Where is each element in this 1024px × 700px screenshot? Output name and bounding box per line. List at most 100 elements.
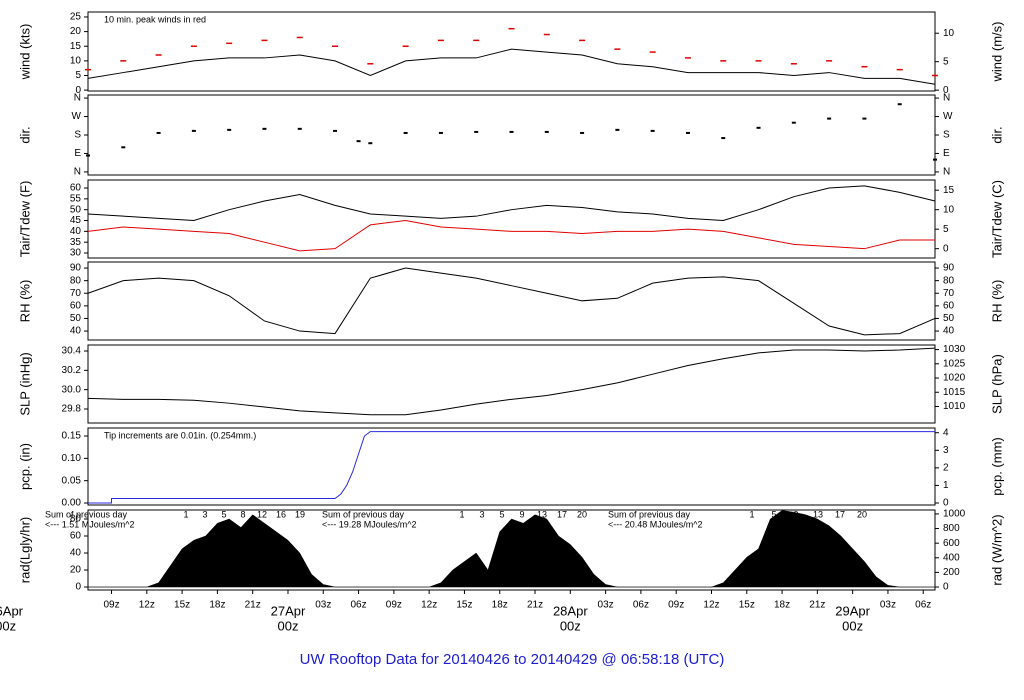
y2-tick-label: N <box>943 93 950 104</box>
y2-tick-label: W <box>943 111 953 122</box>
rad-note: <--- 20.48 MJoules/m^2 <box>608 519 703 529</box>
y-tick-label: W <box>72 111 82 122</box>
point <box>685 131 690 134</box>
x-tick-label: 18z <box>492 600 508 611</box>
y-axis-label: RH (%) <box>17 280 32 323</box>
local-hour: 13 <box>537 509 547 519</box>
y-tick-label: 0.10 <box>62 453 82 464</box>
y2-tick-label: 1010 <box>943 401 966 412</box>
point <box>756 126 761 129</box>
y-tick-label: 10 <box>70 56 82 67</box>
local-hour: 16 <box>276 509 286 519</box>
annotation: Tip increments are 0.01in. (0.254mm.) <box>104 430 256 440</box>
y-tick-label: 45 <box>70 215 82 226</box>
y-tick-label: S <box>74 130 81 141</box>
y-tick-label: 20 <box>70 26 82 37</box>
line <box>88 431 935 504</box>
y2-tick-label: 1 <box>943 480 949 491</box>
y2-tick-label: 4 <box>943 427 949 438</box>
y2-axis-label: wind (m/s) <box>989 22 1004 83</box>
x-tick-label: 00z <box>842 618 863 633</box>
y2-tick-label: N <box>943 167 950 178</box>
line <box>87 220 935 252</box>
y-tick-label: 60 <box>70 300 82 311</box>
x-tick-label: 21z <box>245 600 261 611</box>
y-axis-label: rad(Lgly/hr) <box>17 517 32 583</box>
line <box>87 347 936 416</box>
point <box>262 127 267 130</box>
y-tick-label: 15 <box>70 41 82 52</box>
point <box>544 130 549 133</box>
point <box>827 117 832 120</box>
y-tick-label: 0 <box>75 85 81 96</box>
panel-frame <box>87 11 936 92</box>
local-hour: 1 <box>459 509 464 519</box>
y-tick-label: 30.4 <box>62 346 82 357</box>
y-axis-label: wind (kts) <box>17 24 32 81</box>
y2-tick-label: 1030 <box>943 344 966 355</box>
y2-tick-label: 1000 <box>943 509 966 520</box>
local-hour: 12 <box>257 509 267 519</box>
point <box>615 128 620 131</box>
x-tick-label: 15z <box>739 600 755 611</box>
point <box>933 158 937 161</box>
point <box>368 142 373 145</box>
x-tick-label: 03z <box>598 600 614 611</box>
y2-tick-label: 10 <box>943 28 955 39</box>
x-tick-label: 15z <box>174 600 190 611</box>
y2-axis-label: dir. <box>989 126 1004 143</box>
y-tick-label: 5 <box>75 70 81 81</box>
y-tick-label: 35 <box>70 237 82 248</box>
y-tick-label: 70 <box>70 288 82 299</box>
y2-tick-label: E <box>943 148 950 159</box>
point <box>86 154 90 157</box>
y2-tick-label: 400 <box>943 552 960 563</box>
day-label: 28Apr <box>553 603 588 618</box>
local-hour: 5 <box>499 509 504 519</box>
y-tick-label: 0 <box>75 582 81 593</box>
local-hour: 9 <box>793 509 798 519</box>
y2-tick-label: 80 <box>943 275 955 286</box>
annotation: 10 min. peak winds in red <box>104 14 206 24</box>
y2-tick-label: 2 <box>943 463 949 474</box>
local-hour: 20 <box>857 509 867 519</box>
point <box>862 117 867 120</box>
y-axis-label: SLP (inHg) <box>17 352 32 415</box>
y-tick-label: 40 <box>70 548 82 559</box>
line <box>87 267 936 336</box>
y2-tick-label: 40 <box>943 326 955 337</box>
x-tick-label: 12z <box>421 600 437 611</box>
line <box>87 185 936 222</box>
y-tick-label: 50 <box>70 204 82 215</box>
panel-frame <box>87 427 936 506</box>
x-tick-label: 03z <box>880 600 896 611</box>
y-tick-label: 90 <box>70 263 82 274</box>
x-tick-label: 00z <box>278 618 299 633</box>
point <box>509 130 514 133</box>
y2-tick-label: 200 <box>943 567 960 578</box>
panel-frame <box>87 94 936 176</box>
x-tick-label: 00z <box>560 618 581 633</box>
y-tick-label: 0.15 <box>62 431 82 442</box>
rad-note: Sum of previous day <box>608 509 691 519</box>
y2-tick-label: 50 <box>943 313 955 324</box>
y2-tick-label: 0 <box>943 243 949 254</box>
x-tick-label: 03z <box>315 600 331 611</box>
y2-tick-label: 1025 <box>943 358 966 369</box>
x-tick-label: 09z <box>386 600 402 611</box>
rad-note: <--- 19.28 MJoules/m^2 <box>322 519 417 529</box>
local-hour: 17 <box>835 509 845 519</box>
local-hour: 13 <box>813 509 823 519</box>
point <box>650 129 655 132</box>
y-tick-label: 60 <box>70 183 82 194</box>
y-tick-label: 0.00 <box>62 498 82 509</box>
y2-tick-label: 0 <box>943 582 949 593</box>
y2-axis-label: pcp. (mm) <box>989 437 1004 496</box>
point <box>897 103 902 106</box>
day-label: 26Apr <box>0 603 24 618</box>
area <box>88 510 935 588</box>
point <box>121 146 126 149</box>
local-hour: 5 <box>221 509 226 519</box>
y-tick-label: 20 <box>70 565 82 576</box>
